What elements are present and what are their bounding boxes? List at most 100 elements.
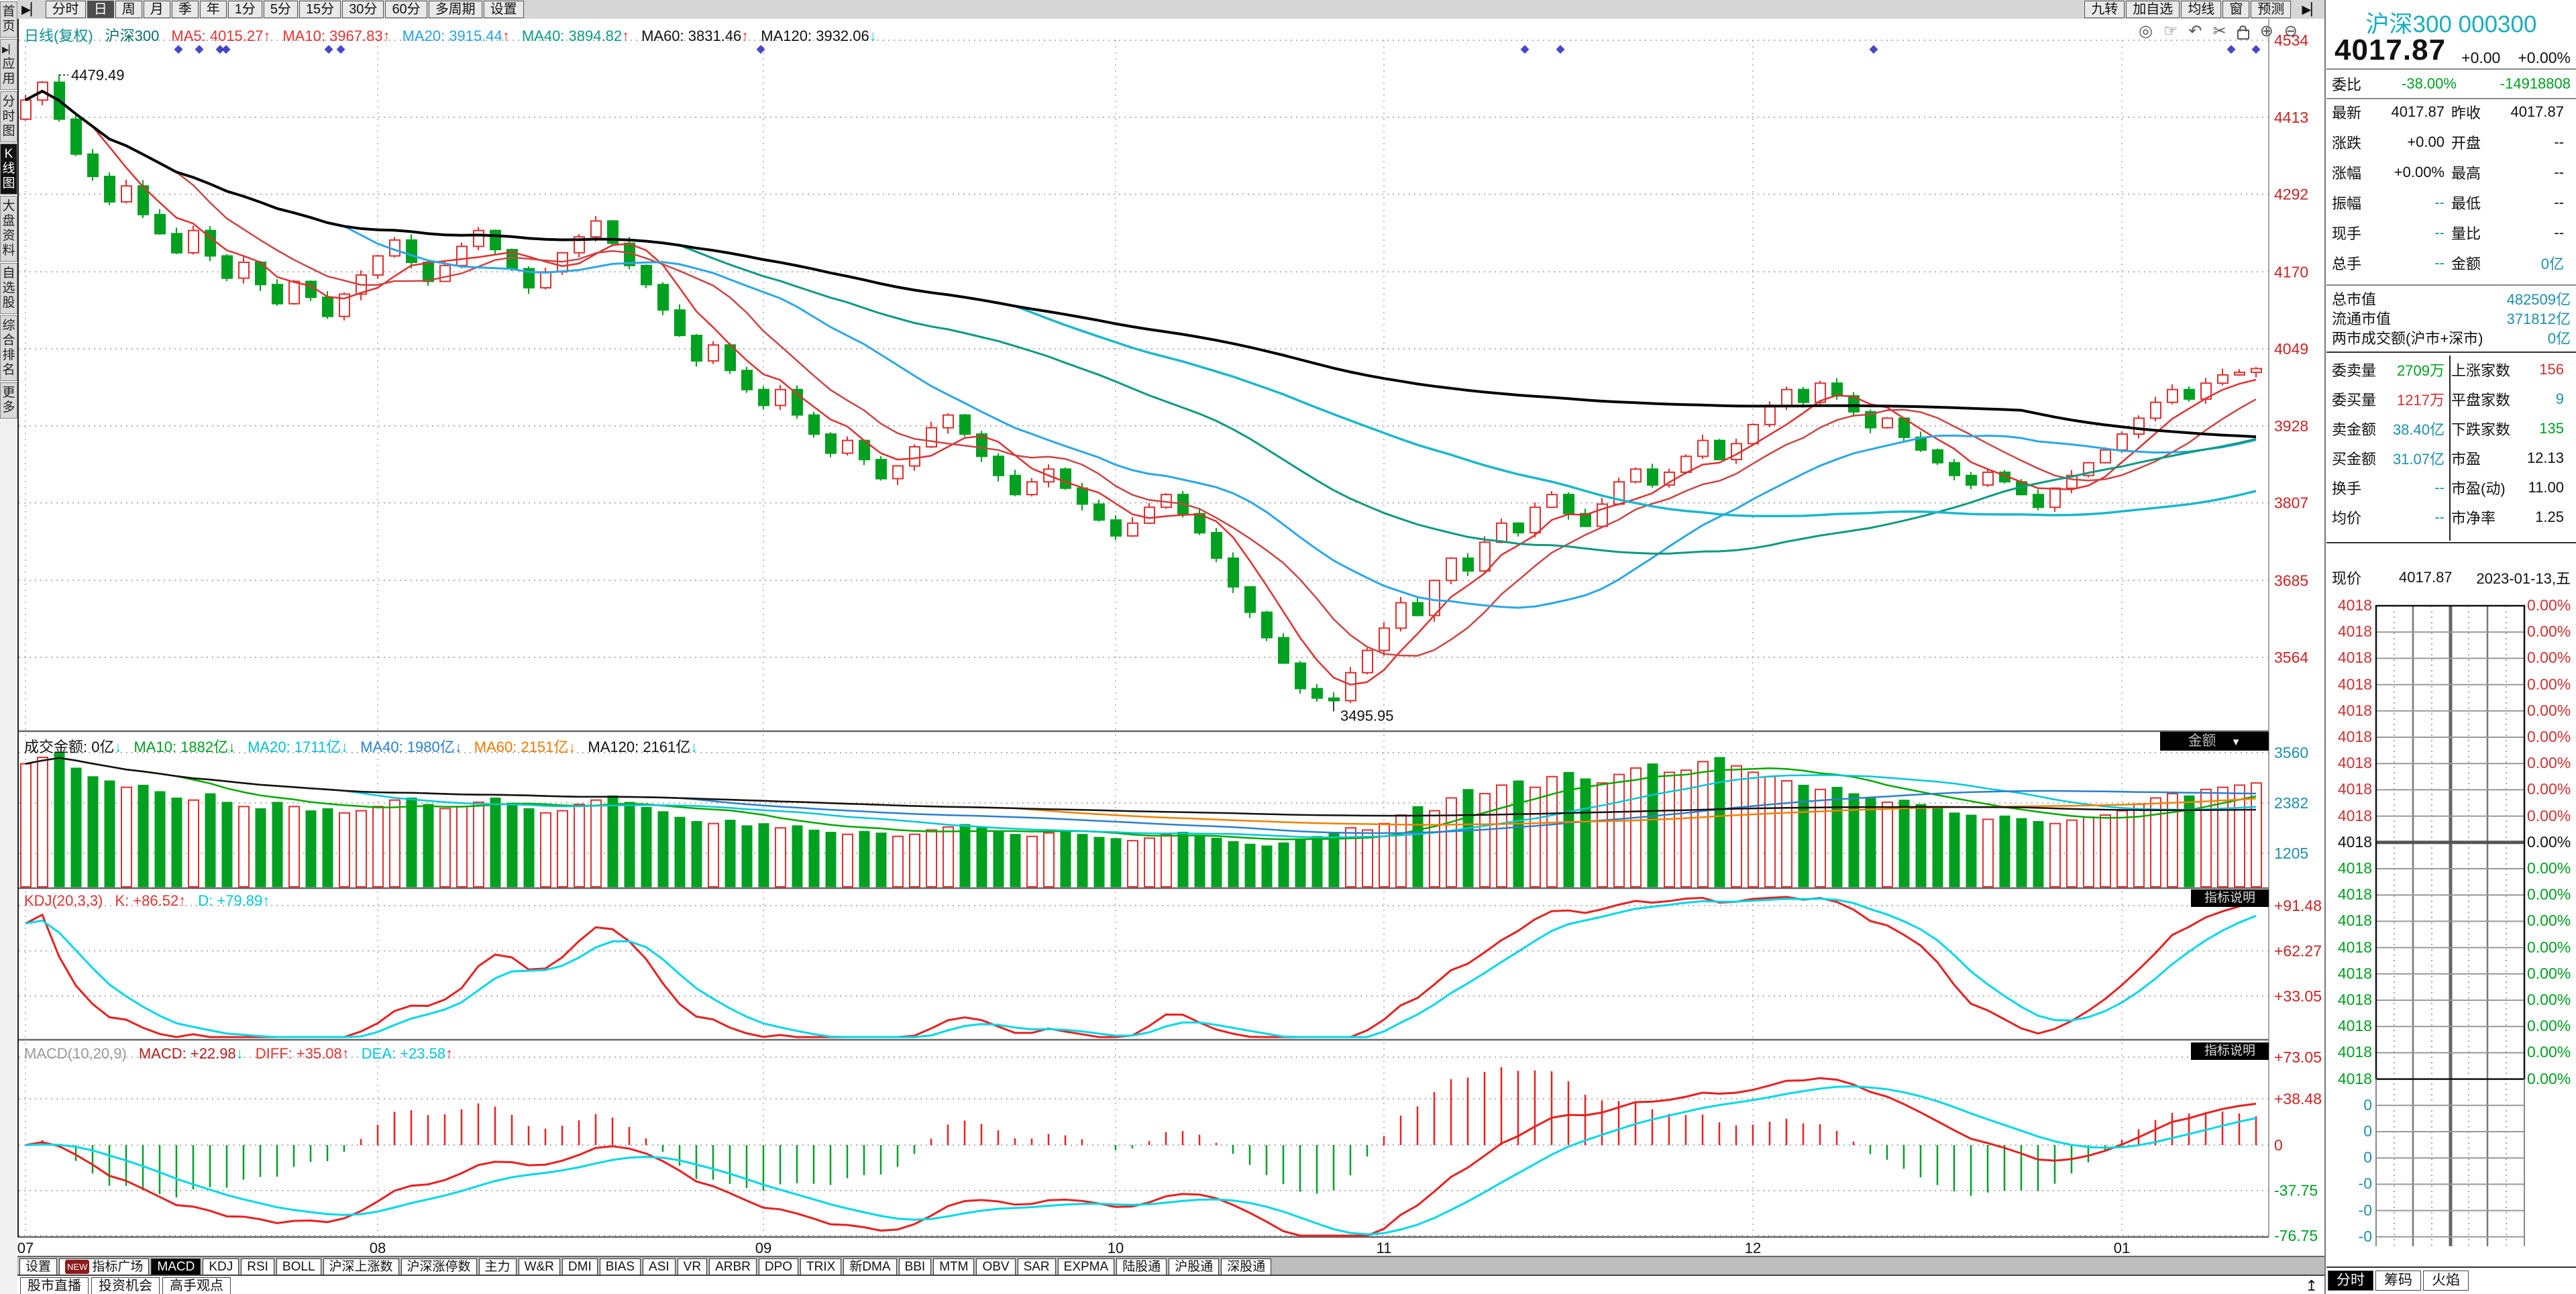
ladder-percent: 0.00% [2527, 728, 2571, 745]
toolbar-button-nine-turn[interactable]: 九转 [2084, 1, 2125, 18]
indicator-tab-sar[interactable]: SAR [1017, 1258, 1056, 1275]
period-button-multi-period[interactable]: 多周期 [428, 1, 482, 18]
sidebar-item-kline-chart[interactable]: K线图 [0, 144, 17, 195]
volume-unit-dropdown[interactable]: 金额 ▼ [2160, 732, 2269, 751]
period-button-1min[interactable]: 1分 [227, 1, 262, 18]
indicator-tab-shengutong[interactable]: 深股通 [1221, 1258, 1272, 1275]
sidebar-item-watchlist[interactable]: 自选股 [0, 263, 17, 314]
indicator-tab-macd[interactable]: MACD [151, 1258, 201, 1275]
market-cap-row: 两市成交额(沪市+深市) 0亿 [2332, 330, 2571, 347]
expand-panel-icon[interactable]: ▶▏ [2302, 2, 2320, 16]
macd-indicator-info-badge[interactable]: 指标说明 [2191, 1042, 2269, 1060]
ladder-price: 4018 [2337, 938, 2372, 956]
indicator-tab-indicator-plaza[interactable]: NEW 指标广场 [59, 1258, 150, 1275]
svg-text:4534: 4534 [2274, 32, 2308, 49]
period-button-fenshi[interactable]: 分时 [45, 1, 86, 18]
svg-text:4049: 4049 [2274, 340, 2308, 358]
indicator-tab-lugutong[interactable]: 陆股通 [1116, 1258, 1167, 1275]
svg-text:◆: ◆ [2251, 42, 2261, 55]
ladder-price: 4018 [2337, 991, 2372, 1008]
indicator-tab-mtm[interactable]: MTM [933, 1258, 975, 1275]
period-button-quarter[interactable]: 季 [171, 1, 199, 18]
quote-tab-chouma[interactable]: 筹码 [2375, 1271, 2421, 1291]
new-badge: NEW [65, 1259, 90, 1274]
indicator-tab-settings[interactable]: 设置 [19, 1258, 58, 1275]
indicator-tab-bias[interactable]: BIAS [599, 1258, 641, 1275]
indicator-tab-obv[interactable]: OBV [976, 1258, 1016, 1275]
lock-icon[interactable] [2237, 25, 2249, 40]
quote-tab-fenshi[interactable]: 分时 [2328, 1271, 2373, 1291]
stock-name[interactable]: 沪深300 000300 [2365, 11, 2537, 38]
period-button-60min[interactable]: 60分 [385, 1, 427, 18]
svg-text:◆: ◆ [336, 42, 345, 55]
sidebar-item-home[interactable]: 首页 [0, 1, 17, 38]
indicator-tab-vr[interactable]: VR [677, 1258, 708, 1275]
indicator-tab-sh-sz-limit-up[interactable]: 沪深涨停数 [400, 1258, 477, 1275]
toolbar-button-window[interactable]: 窗 [2222, 1, 2250, 18]
period-button-15min[interactable]: 15分 [299, 1, 341, 18]
hand-icon[interactable]: ☞ [2163, 22, 2178, 40]
scroll-top-icon[interactable]: ↥ [2305, 1277, 2318, 1294]
period-button-5min[interactable]: 5分 [263, 1, 298, 18]
period-button-30min[interactable]: 30分 [342, 1, 384, 18]
toolbar-button-ma-lines[interactable]: 均线 [2181, 1, 2222, 18]
kline-chart-area[interactable]: 07 08 09 10 11 12 01 4534 4413 4292 4170 4049 3928 38… [17, 19, 2324, 1256]
quote-tab-huoyan[interactable]: 火焰 [2423, 1271, 2469, 1291]
indicator-tab-hugutong[interactable]: 沪股通 [1169, 1258, 1220, 1275]
collapse-sidebar-icon[interactable]: ▶▏ [21, 2, 40, 16]
indicator-tab-asi[interactable]: ASI [643, 1258, 676, 1275]
sidebar-item-minute-chart[interactable]: 分时图 [0, 91, 17, 142]
playbar-icon: ▶▏ [2, 44, 15, 54]
indicator-tab-dpo[interactable]: DPO [758, 1258, 799, 1275]
svg-text:◆: ◆ [195, 42, 204, 55]
sidebar-item-label: 大盘资料 [2, 199, 15, 258]
quote-pair-row: 最新 4017.87 昨收 4017.87 [2332, 103, 2564, 121]
sidebar-item-more[interactable]: 更多 [0, 382, 17, 419]
zoom-in-icon[interactable]: ⊕ [2259, 22, 2273, 40]
indicator-tab-bbi[interactable]: BBI [898, 1258, 932, 1275]
indicator-tab-boll[interactable]: BOLL [276, 1258, 321, 1275]
indicator-tab-dmi[interactable]: DMI [561, 1258, 598, 1275]
indicator-tab-rsi[interactable]: RSI [241, 1258, 274, 1275]
info-tab-live[interactable]: 股市直播 [20, 1277, 89, 1294]
sidebar-item-ranking[interactable]: 综合排名 [0, 315, 17, 381]
indicator-tab-wr[interactable]: W&R [518, 1258, 560, 1275]
period-button-week[interactable]: 周 [115, 1, 142, 18]
toolbar-button-forecast[interactable]: 预测 [2251, 1, 2292, 18]
indicator-tab-kdj[interactable]: KDJ [203, 1258, 239, 1275]
info-tab-expert-view[interactable]: 高手观点 [162, 1277, 231, 1294]
ladder-price: 4018 [2337, 964, 2372, 982]
info-tab-opportunity[interactable]: 投资机会 [91, 1277, 160, 1294]
tabs-divider [2326, 1266, 2576, 1268]
sidebar-item-label: K线图 [2, 147, 15, 191]
sidebar-item-app[interactable]: ▶▏ 应用 [0, 39, 17, 90]
zoom-out-icon[interactable]: ⊖ [2284, 22, 2298, 40]
separator [2326, 542, 2576, 543]
sidebar-item-market-data[interactable]: 大盘资料 [0, 196, 17, 262]
scissors-icon[interactable]: ✂ [2212, 22, 2226, 40]
toolbar-button-add-watchlist[interactable]: 加自选 [2126, 1, 2180, 18]
indicator-tab-expma[interactable]: EXPMA [1057, 1258, 1115, 1275]
period-button-settings[interactable]: 设置 [483, 1, 524, 18]
period-button-day[interactable]: 日 [87, 1, 114, 18]
quote-pair-row: 涨跌 +0.00 开盘 -- [2332, 133, 2564, 152]
svg-text:◆: ◆ [174, 42, 183, 55]
indicator-tab-sh-sz-advancers[interactable]: 沪深上涨数 [323, 1258, 399, 1275]
chart-column: ▶▏ 分时日周月季年 1分 5分 15分 30分 60分 多周期 设置 九转 加自选 均线窗预测 … [17, 0, 2324, 1294]
svg-text:3564: 3564 [2274, 649, 2308, 666]
svg-text:09: 09 [755, 1240, 771, 1256]
ladder-price: 4018 [2337, 649, 2372, 667]
panel-divider [2324, 0, 2326, 1294]
indicator-tab-new-dma[interactable]: 新DMA [843, 1258, 897, 1275]
indicator-tab-main-force[interactable]: 主力 [478, 1258, 517, 1275]
undo-icon[interactable]: ↶ [2188, 22, 2202, 40]
svg-text:2382: 2382 [2274, 794, 2308, 812]
period-button-month[interactable]: 月 [143, 1, 170, 18]
kdj-indicator-info-badge[interactable]: 指标说明 [2191, 889, 2269, 907]
quote-pair-row: 现手 -- 量比 -- [2332, 224, 2564, 242]
indicator-tab-arbr[interactable]: ARBR [709, 1258, 757, 1275]
period-button-year[interactable]: 年 [199, 1, 227, 18]
indicator-tab-trix[interactable]: TRIX [800, 1258, 842, 1275]
eye-icon[interactable]: ◎ [2139, 22, 2153, 40]
svg-text:◆: ◆ [1520, 42, 1529, 55]
